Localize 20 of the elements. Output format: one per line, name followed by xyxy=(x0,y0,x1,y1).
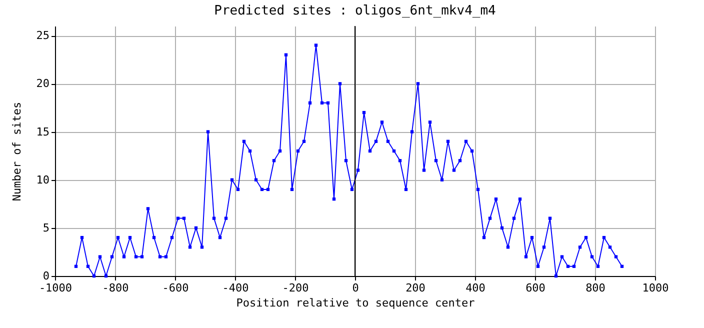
x-tick-label: 0 xyxy=(352,282,359,294)
y-axis-title: Number of sites xyxy=(10,102,24,202)
x-tick-label: 1000 xyxy=(642,282,669,294)
y-tick-label: 10 xyxy=(36,173,50,186)
x-tick-label: 200 xyxy=(406,282,426,294)
x-tick-label: 600 xyxy=(526,282,546,294)
x-tick-label: -200 xyxy=(282,282,309,294)
x-axis-title: Position relative to sequence center xyxy=(236,296,476,310)
x-tick-label: -600 xyxy=(162,282,189,294)
y-tick-label: 5 xyxy=(42,221,50,234)
x-tick-label: 400 xyxy=(466,282,486,294)
x-tick-label: -1000 xyxy=(38,282,72,294)
y-tick-label: 20 xyxy=(36,77,50,90)
x-tick-label: 800 xyxy=(586,282,606,294)
x-tick-label: -800 xyxy=(102,282,129,294)
y-tick-label: 15 xyxy=(36,125,50,138)
y-tick-label: 0 xyxy=(42,270,50,282)
y-tick-label: 25 xyxy=(36,29,50,42)
x-tick-label: -400 xyxy=(222,282,249,294)
chart-title: Predicted sites : oligos_6nt_mkv4_m4 xyxy=(214,4,496,18)
